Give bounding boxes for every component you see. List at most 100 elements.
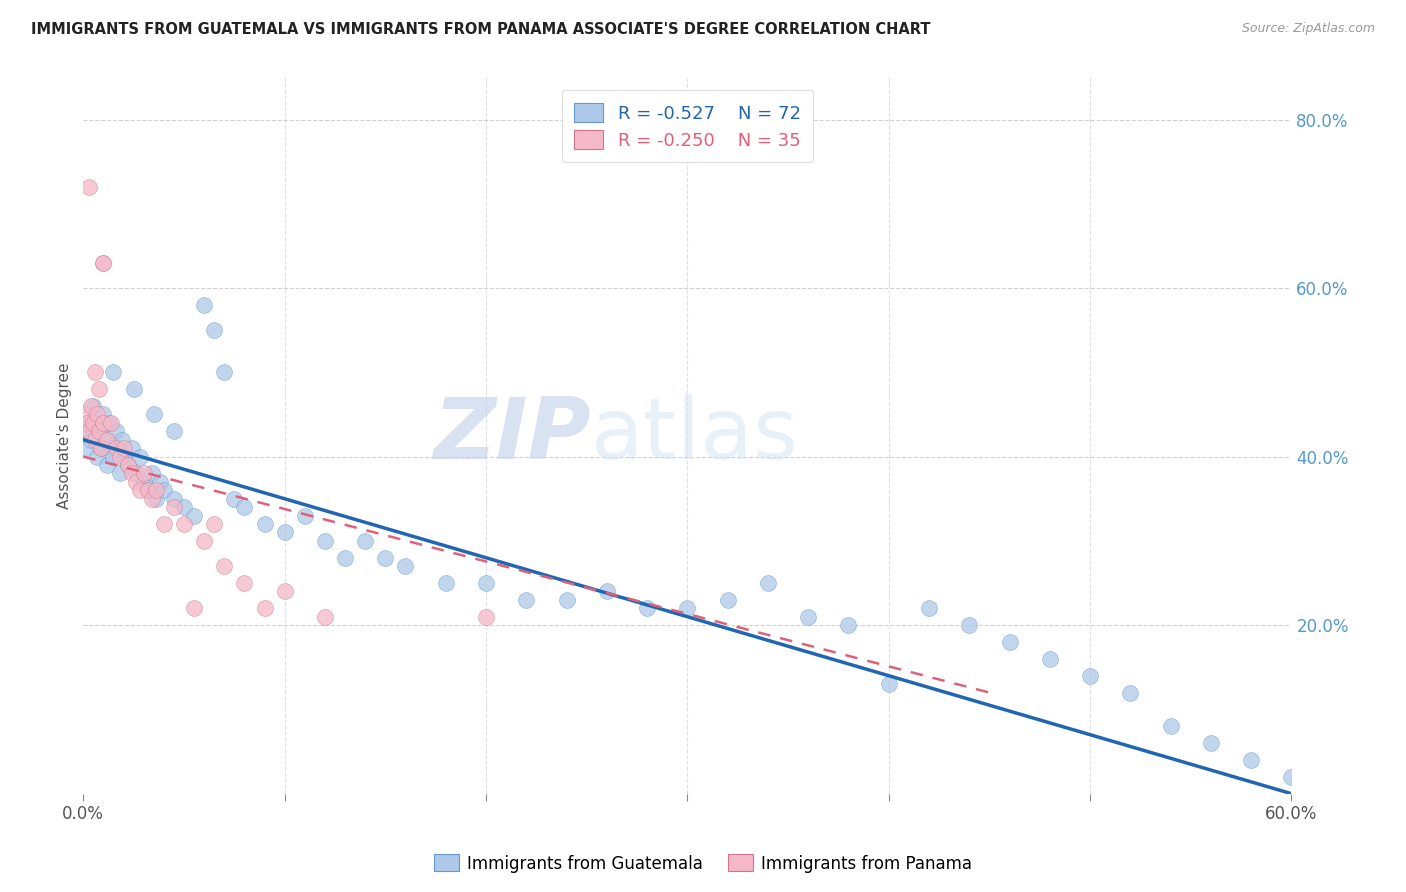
Point xyxy=(475,609,498,624)
Point xyxy=(96,433,118,447)
Point xyxy=(89,425,111,439)
Point xyxy=(122,382,145,396)
Point xyxy=(173,516,195,531)
Point xyxy=(918,601,941,615)
Point xyxy=(117,458,139,472)
Point xyxy=(273,525,295,540)
Y-axis label: Associate's Degree: Associate's Degree xyxy=(58,362,72,508)
Point xyxy=(163,491,186,506)
Point xyxy=(212,365,235,379)
Point xyxy=(98,416,121,430)
Point xyxy=(202,323,225,337)
Point xyxy=(90,441,112,455)
Point xyxy=(86,408,108,422)
Point xyxy=(314,533,336,548)
Point xyxy=(1119,685,1142,699)
Text: atlas: atlas xyxy=(591,394,799,477)
Point xyxy=(233,500,256,515)
Point xyxy=(253,516,276,531)
Point xyxy=(80,399,103,413)
Text: Source: ZipAtlas.com: Source: ZipAtlas.com xyxy=(1241,22,1375,36)
Point xyxy=(75,425,97,439)
Point xyxy=(877,677,900,691)
Point xyxy=(636,601,658,615)
Point xyxy=(224,491,246,506)
Point xyxy=(149,475,172,489)
Point xyxy=(93,416,115,430)
Point xyxy=(193,533,215,548)
Point xyxy=(93,408,115,422)
Legend: Immigrants from Guatemala, Immigrants from Panama: Immigrants from Guatemala, Immigrants fr… xyxy=(427,847,979,880)
Point xyxy=(374,550,396,565)
Point xyxy=(797,609,820,624)
Point xyxy=(153,516,176,531)
Point xyxy=(108,450,131,464)
Point xyxy=(84,365,107,379)
Point xyxy=(717,592,740,607)
Point xyxy=(94,433,117,447)
Point xyxy=(121,441,143,455)
Point xyxy=(212,559,235,574)
Point xyxy=(75,408,97,422)
Point xyxy=(112,441,135,455)
Point xyxy=(82,416,104,430)
Point xyxy=(756,576,779,591)
Point xyxy=(82,399,104,413)
Point xyxy=(84,433,107,447)
Point xyxy=(193,298,215,312)
Point xyxy=(132,475,155,489)
Point xyxy=(100,441,122,455)
Text: ZIP: ZIP xyxy=(433,394,591,477)
Point xyxy=(141,467,163,481)
Point xyxy=(110,433,132,447)
Point xyxy=(90,441,112,455)
Point xyxy=(202,516,225,531)
Point xyxy=(124,475,146,489)
Point xyxy=(93,256,115,270)
Point xyxy=(104,441,127,455)
Point xyxy=(142,408,165,422)
Point xyxy=(957,618,980,632)
Point xyxy=(145,491,167,506)
Point xyxy=(89,425,111,439)
Point xyxy=(124,467,146,481)
Point xyxy=(107,441,129,455)
Point xyxy=(145,483,167,498)
Point xyxy=(837,618,859,632)
Point xyxy=(253,601,276,615)
Point xyxy=(136,483,159,498)
Point xyxy=(515,592,537,607)
Point xyxy=(79,180,101,194)
Text: IMMIGRANTS FROM GUATEMALA VS IMMIGRANTS FROM PANAMA ASSOCIATE'S DEGREE CORRELATI: IMMIGRANTS FROM GUATEMALA VS IMMIGRANTS … xyxy=(31,22,931,37)
Point xyxy=(173,500,195,515)
Point xyxy=(89,382,111,396)
Point xyxy=(84,416,107,430)
Point xyxy=(354,533,377,548)
Point xyxy=(434,576,457,591)
Point xyxy=(294,508,316,523)
Point xyxy=(103,450,125,464)
Point xyxy=(86,450,108,464)
Point xyxy=(1240,753,1263,767)
Point xyxy=(1039,652,1062,666)
Point xyxy=(93,256,115,270)
Point xyxy=(128,450,150,464)
Point xyxy=(136,483,159,498)
Point xyxy=(333,550,356,565)
Point xyxy=(76,441,98,455)
Point xyxy=(314,609,336,624)
Point xyxy=(153,483,176,498)
Point xyxy=(596,584,619,599)
Point xyxy=(233,576,256,591)
Point xyxy=(1160,719,1182,733)
Point xyxy=(1199,736,1222,750)
Point xyxy=(1281,770,1303,784)
Point xyxy=(108,467,131,481)
Point xyxy=(163,425,186,439)
Point xyxy=(183,601,205,615)
Point xyxy=(96,458,118,472)
Point xyxy=(112,450,135,464)
Point xyxy=(273,584,295,599)
Point xyxy=(79,425,101,439)
Point xyxy=(163,500,186,515)
